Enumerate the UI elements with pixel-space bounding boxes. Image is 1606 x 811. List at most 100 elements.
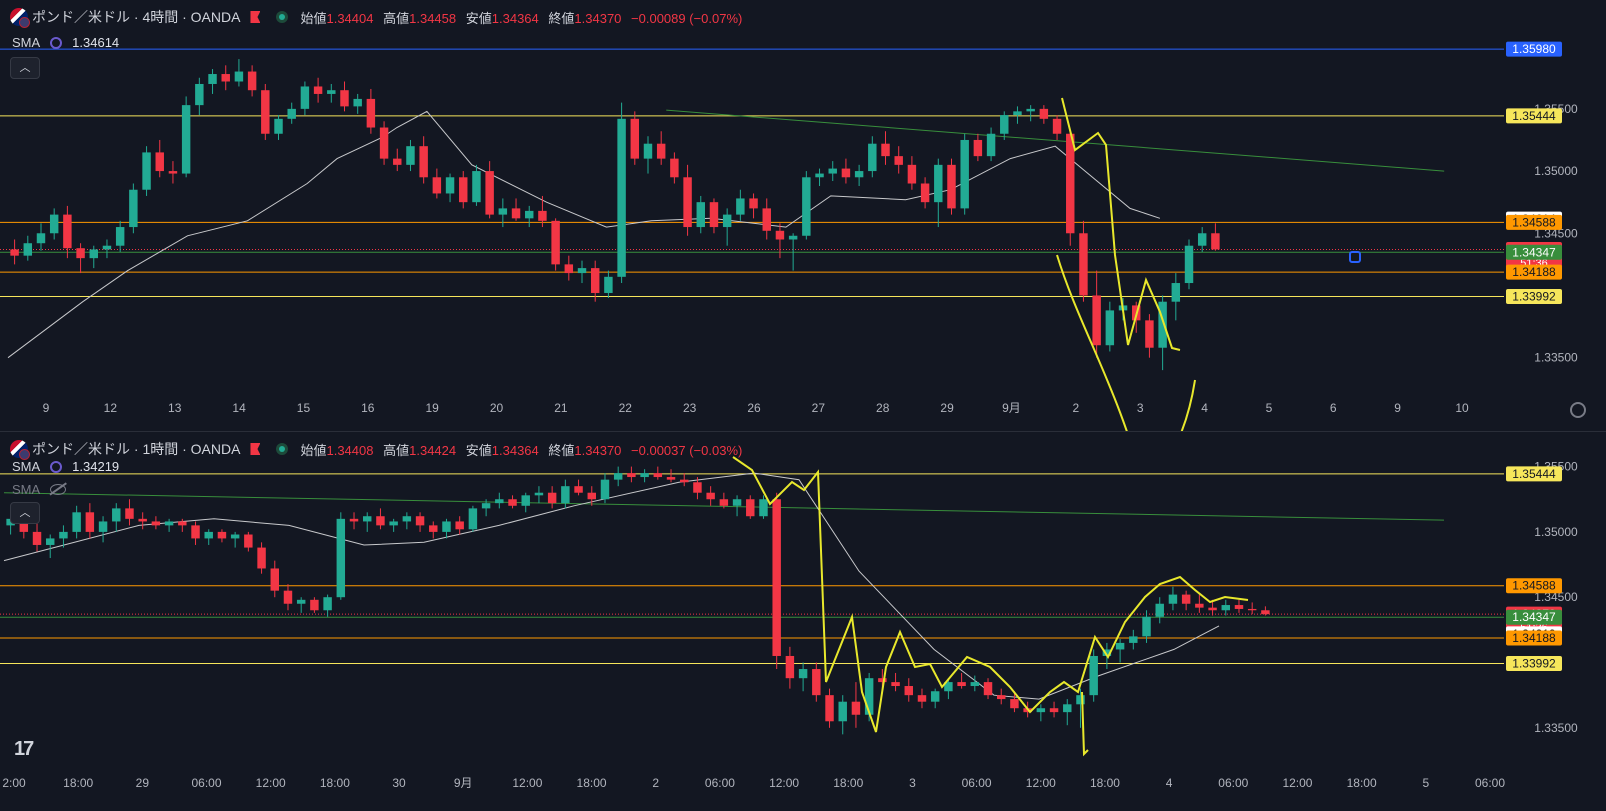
candle	[1184, 239, 1194, 290]
candle	[270, 560, 279, 598]
price-tag-label: 1.34188	[1512, 265, 1556, 279]
candle-body	[234, 71, 244, 82]
candle-body	[746, 499, 755, 517]
candle-body	[640, 473, 649, 478]
chart-1h-canvas[interactable]: 1.355001.350001.345001.335001.354441.345…	[0, 432, 1606, 811]
candle-body	[604, 276, 613, 293]
candle	[59, 525, 68, 548]
candle-body	[564, 264, 574, 274]
candle-body	[1010, 699, 1019, 709]
candle	[274, 115, 283, 140]
candle-body	[445, 177, 455, 194]
candle	[590, 260, 600, 302]
candle	[349, 512, 359, 530]
candle-body	[415, 516, 425, 526]
candle	[997, 688, 1006, 705]
candle-body	[1155, 603, 1164, 617]
candle-body	[1066, 133, 1075, 234]
gbpusd-flag-icon	[10, 8, 30, 28]
candle	[812, 662, 821, 702]
candle-body	[1195, 603, 1204, 608]
sma-settings-icon[interactable]	[50, 460, 63, 473]
collapse-legend-button-1h[interactable]: ︿	[10, 502, 40, 524]
chart-pane-4h[interactable]: 1.355001.350001.345001.335001.359801.354…	[0, 0, 1606, 431]
close-label: 終値	[548, 10, 575, 26]
collapse-legend-button-4h[interactable]: ︿	[10, 57, 40, 79]
symbol-title-1h[interactable]: ポンド／米ドル · 1時間 · OANDA	[32, 441, 241, 457]
flag-marker-icon[interactable]	[250, 11, 261, 23]
candle-body	[1197, 233, 1207, 246]
candle-body	[76, 248, 85, 259]
eye-hidden-icon[interactable]	[50, 484, 67, 495]
candle	[670, 152, 679, 184]
x-axis-tick-label: 18:00	[577, 776, 607, 790]
chart-pane-1h[interactable]: 1.355001.350001.345001.335001.354441.345…	[0, 432, 1606, 811]
flag-marker-icon[interactable]	[250, 443, 261, 455]
sma-legend-hidden[interactable]: SMA	[12, 482, 67, 497]
candle	[970, 675, 980, 692]
candle	[1079, 220, 1088, 302]
candle-body	[617, 118, 626, 277]
candle-body	[1145, 320, 1154, 348]
candle-body	[313, 86, 323, 94]
candle	[891, 672, 900, 692]
candle	[815, 168, 824, 186]
candle	[217, 529, 227, 543]
x-axis-tick-label: 30	[392, 776, 406, 790]
candle-body	[115, 227, 125, 246]
candle	[393, 148, 402, 172]
candle-body	[878, 678, 887, 683]
candle-body	[19, 518, 29, 532]
candle	[1261, 606, 1270, 616]
sma-label: SMA	[12, 35, 41, 50]
candle	[736, 189, 745, 221]
open-label: 始値	[300, 442, 327, 458]
x-axis-tick-label: 13	[168, 401, 182, 415]
candle	[151, 516, 161, 530]
candle	[112, 503, 121, 532]
sma-legend-4h[interactable]: SMA 1.34614	[12, 35, 119, 50]
candle	[508, 495, 517, 509]
candle	[1076, 688, 1085, 728]
x-axis-tick-label: 16	[361, 401, 375, 415]
candle	[1168, 586, 1178, 611]
candle-body	[402, 516, 412, 522]
chart-4h-canvas[interactable]: 1.355001.350001.345001.335001.359801.354…	[0, 0, 1606, 431]
x-axis-tick-label: 9月	[1002, 401, 1021, 415]
candle-body	[1171, 283, 1181, 302]
candle-body	[1036, 708, 1046, 713]
x-axis-tick-label: 15	[297, 401, 311, 415]
sma-value: 1.34219	[72, 459, 120, 474]
candle-body	[63, 214, 72, 249]
candle	[894, 146, 903, 174]
x-axis-tick-label: 2	[1072, 401, 1079, 415]
candle	[525, 205, 534, 228]
candle-body	[181, 105, 191, 174]
candle	[72, 505, 81, 539]
candle-body	[1052, 118, 1062, 134]
candle	[973, 133, 983, 162]
sma-legend-1h[interactable]: SMA 1.34219	[12, 459, 119, 474]
candle	[534, 486, 544, 504]
candle-body	[59, 531, 68, 539]
pane-divider[interactable]	[0, 431, 1606, 432]
candle-body	[49, 214, 59, 234]
candle	[455, 516, 464, 535]
candle	[363, 512, 372, 532]
candle	[142, 146, 151, 196]
candle-body	[917, 695, 927, 702]
candle	[920, 177, 930, 209]
candle-body	[217, 531, 227, 539]
candle	[32, 518, 42, 552]
candle	[653, 466, 663, 480]
candle-body	[36, 233, 46, 244]
symbol-title-4h[interactable]: ポンド／米ドル · 4時間 · OANDA	[32, 9, 241, 25]
gear-icon[interactable]	[1570, 402, 1586, 418]
x-axis-tick-label: 3	[909, 776, 916, 790]
price-tag-label: 1.34347	[1512, 245, 1556, 259]
sma-settings-icon[interactable]	[50, 36, 63, 49]
candle	[244, 531, 253, 552]
candle-body	[590, 268, 600, 293]
candle	[907, 156, 917, 190]
tradingview-logo: 17	[14, 738, 34, 760]
